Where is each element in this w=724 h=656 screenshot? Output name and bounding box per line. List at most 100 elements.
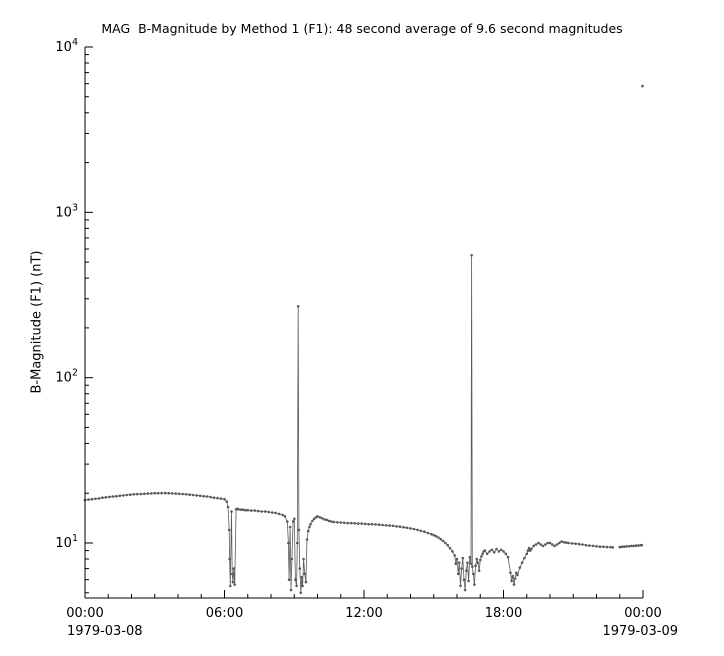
data-point (525, 552, 529, 556)
data-point (132, 493, 136, 496)
data-point (548, 541, 552, 545)
data-point (267, 510, 271, 514)
data-point (181, 492, 184, 496)
data-point (342, 521, 346, 525)
data-point (598, 545, 602, 548)
data-point (398, 525, 402, 528)
data-point (125, 493, 129, 497)
data-point (527, 546, 531, 550)
data-point (634, 544, 638, 547)
data-point (349, 521, 353, 525)
data-point (381, 523, 384, 527)
data-point (150, 492, 153, 495)
data-point (346, 521, 350, 525)
data-point (456, 572, 460, 576)
data-point (374, 523, 377, 526)
data-point (526, 549, 530, 552)
data-point (483, 549, 487, 552)
data-point (303, 572, 307, 576)
data-point (94, 497, 97, 501)
data-point (370, 522, 374, 526)
data-point (205, 495, 209, 498)
data-point (473, 583, 476, 586)
y-tick-label: 101 (55, 533, 78, 551)
data-point (360, 522, 364, 525)
tick-marks-layer (84, 46, 644, 598)
data-point (311, 519, 314, 523)
data-point (184, 493, 188, 496)
data-point (499, 548, 503, 552)
data-point (588, 544, 591, 547)
data-point (459, 584, 462, 588)
data-point (283, 515, 287, 518)
data-point (226, 505, 230, 509)
data-point (451, 550, 454, 553)
data-point (562, 541, 566, 544)
data-point (492, 550, 496, 554)
data-point (591, 544, 595, 548)
data-point (476, 561, 480, 564)
data-point (191, 493, 195, 497)
data-point (122, 494, 125, 497)
data-point (174, 492, 177, 495)
data-point (534, 543, 538, 546)
data-point (244, 508, 247, 512)
data-point (290, 557, 294, 561)
data-point (228, 557, 231, 561)
data-point (551, 543, 554, 546)
data-point (553, 544, 556, 548)
series-line (84, 255, 613, 593)
data-point (565, 541, 568, 544)
data-point (239, 508, 243, 512)
data-point (297, 528, 301, 532)
data-point (289, 588, 293, 592)
x-tick-label: 00:00 (624, 606, 661, 621)
data-point (212, 496, 216, 500)
data-point (463, 588, 467, 592)
data-point (296, 541, 299, 545)
data-point (485, 552, 489, 556)
data-points-layer (83, 84, 644, 595)
data-point (518, 566, 522, 569)
data-point (167, 491, 170, 495)
data-point (446, 543, 450, 547)
data-point (323, 518, 326, 521)
data-point (448, 546, 452, 550)
data-point (395, 525, 398, 528)
data-point (256, 509, 260, 513)
data-point (301, 584, 304, 588)
data-point (520, 561, 524, 564)
data-point (129, 493, 132, 497)
data-point (546, 541, 549, 545)
data-point (263, 510, 267, 513)
data-point (90, 497, 94, 501)
data-point (611, 546, 615, 549)
data-point (462, 578, 466, 581)
data-point (479, 558, 482, 562)
data-point (641, 84, 644, 88)
x-tick-label: 00:00 (66, 606, 103, 621)
data-point (465, 569, 468, 572)
data-point (570, 542, 574, 545)
data-point (223, 497, 226, 501)
data-point (320, 517, 324, 520)
data-point (115, 494, 118, 498)
data-point (625, 545, 628, 548)
data-point (305, 538, 309, 541)
data-point (512, 583, 516, 586)
data-point (118, 494, 122, 498)
data-point (460, 567, 463, 570)
data-point (274, 511, 277, 515)
data-point (298, 567, 302, 570)
x-tick-label: 06:00 (206, 606, 243, 621)
y-tick-label: 102 (55, 368, 78, 386)
data-point (325, 518, 329, 522)
data-point (101, 496, 104, 500)
data-point (330, 520, 333, 523)
data-point (281, 513, 284, 517)
tick-labels-layer: 101 102 103 104 00:00 06:00 12:00 18:00 00:00 (55, 37, 661, 621)
data-point (469, 562, 473, 565)
data-point (312, 517, 316, 521)
data-point (555, 543, 559, 546)
data-point (455, 557, 459, 561)
